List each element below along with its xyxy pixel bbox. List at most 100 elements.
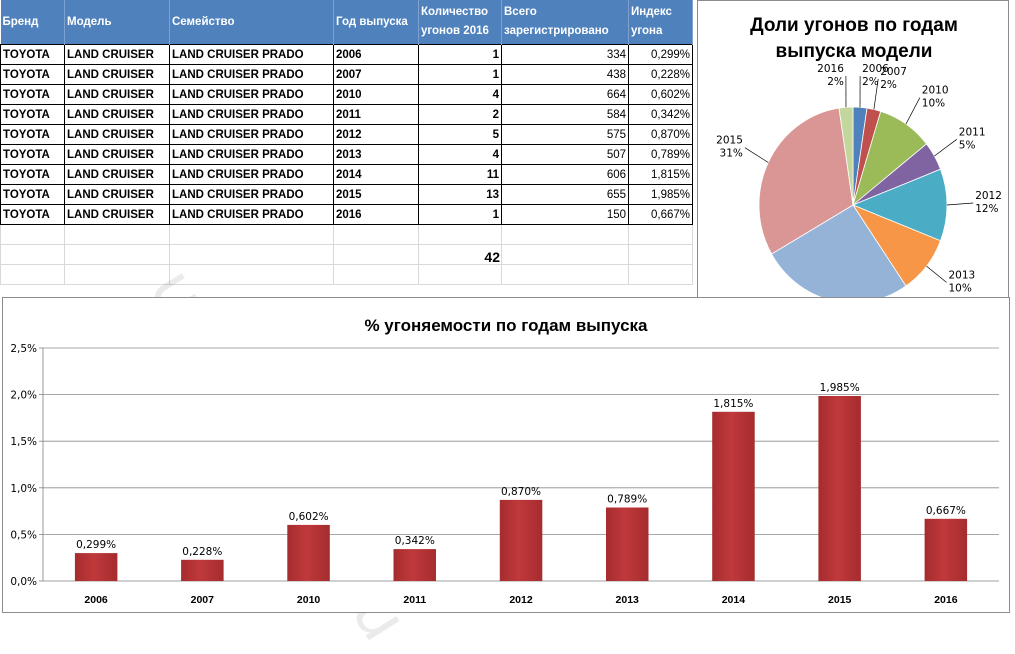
bar-2012[interactable] — [500, 500, 543, 581]
table-cell[interactable]: TOYOTA — [1, 205, 65, 225]
table-cell[interactable]: 2013 — [334, 145, 419, 165]
header-index[interactable]: Индекс угона — [629, 0, 693, 45]
table-cell[interactable]: LAND CRUISER PRADO — [170, 65, 334, 85]
table-cell[interactable]: LAND CRUISER PRADO — [170, 125, 334, 145]
table-cell[interactable]: LAND CRUISER PRADO — [170, 85, 334, 105]
header-thefts[interactable]: Количество угонов 2016 — [419, 0, 502, 45]
empty-cell[interactable] — [419, 225, 502, 245]
table-cell[interactable]: LAND CRUISER PRADO — [170, 105, 334, 125]
table-cell[interactable]: TOYOTA — [1, 125, 65, 145]
table-cell[interactable]: 2011 — [334, 105, 419, 125]
table-cell[interactable]: 0,602% — [629, 85, 693, 105]
bar-2011[interactable] — [394, 549, 437, 581]
table-cell[interactable]: LAND CRUISER — [65, 105, 170, 125]
table-cell[interactable]: 0,667% — [629, 205, 693, 225]
empty-cell[interactable] — [170, 265, 334, 285]
empty-cell[interactable] — [1, 265, 65, 285]
empty-cell[interactable] — [334, 245, 419, 265]
table-cell[interactable]: LAND CRUISER — [65, 165, 170, 185]
table-cell[interactable]: 1 — [419, 45, 502, 65]
table-cell[interactable]: TOYOTA — [1, 85, 65, 105]
table-cell[interactable]: 0,342% — [629, 105, 693, 125]
bar-2007[interactable] — [181, 560, 224, 581]
empty-cell[interactable] — [334, 265, 419, 285]
table-cell[interactable]: 507 — [502, 145, 629, 165]
empty-cell[interactable] — [419, 265, 502, 285]
bar-2010[interactable] — [287, 525, 330, 581]
header-registered[interactable]: Всего зарегистрировано — [502, 0, 629, 45]
table-cell[interactable]: 438 — [502, 65, 629, 85]
bar-2014[interactable] — [712, 412, 755, 581]
table-cell[interactable]: 2 — [419, 105, 502, 125]
table-cell[interactable]: LAND CRUISER PRADO — [170, 185, 334, 205]
table-cell[interactable]: 150 — [502, 205, 629, 225]
table-cell[interactable]: 0,870% — [629, 125, 693, 145]
header-model[interactable]: Модель — [65, 0, 170, 45]
table-cell[interactable]: 1,815% — [629, 165, 693, 185]
table-cell[interactable]: 606 — [502, 165, 629, 185]
table-cell[interactable]: 1 — [419, 205, 502, 225]
table-cell[interactable]: 5 — [419, 125, 502, 145]
bar-2006[interactable] — [75, 553, 118, 581]
table-cell[interactable]: TOYOTA — [1, 185, 65, 205]
bar-2016[interactable] — [925, 519, 968, 581]
table-cell[interactable]: 0,228% — [629, 65, 693, 85]
table-cell[interactable]: LAND CRUISER PRADO — [170, 45, 334, 65]
table-cell[interactable]: LAND CRUISER PRADO — [170, 145, 334, 165]
header-family[interactable]: Семейство — [170, 0, 334, 45]
bar-2015[interactable] — [818, 396, 861, 581]
empty-cell[interactable] — [502, 225, 629, 245]
table-cell[interactable]: TOYOTA — [1, 65, 65, 85]
table-cell[interactable]: LAND CRUISER — [65, 45, 170, 65]
table-cell[interactable]: 1,985% — [629, 185, 693, 205]
table-cell[interactable]: 2015 — [334, 185, 419, 205]
table-cell[interactable]: 1 — [419, 65, 502, 85]
empty-cell[interactable] — [65, 265, 170, 285]
table-cell[interactable]: 13 — [419, 185, 502, 205]
empty-cell[interactable] — [170, 245, 334, 265]
empty-cell[interactable] — [65, 225, 170, 245]
table-cell[interactable]: 2006 — [334, 45, 419, 65]
table-cell[interactable]: 2012 — [334, 125, 419, 145]
table-cell[interactable]: 655 — [502, 185, 629, 205]
table-cell[interactable]: 664 — [502, 85, 629, 105]
table-cell[interactable]: 575 — [502, 125, 629, 145]
empty-cell[interactable] — [502, 245, 629, 265]
table-cell[interactable]: 4 — [419, 145, 502, 165]
table-cell[interactable]: 0,299% — [629, 45, 693, 65]
empty-cell[interactable] — [334, 225, 419, 245]
table-cell[interactable]: LAND CRUISER PRADO — [170, 165, 334, 185]
header-brand[interactable]: Бренд — [1, 0, 65, 45]
table-cell[interactable]: TOYOTA — [1, 145, 65, 165]
empty-cell[interactable] — [629, 245, 693, 265]
empty-cell[interactable] — [170, 225, 334, 245]
table-cell[interactable]: LAND CRUISER — [65, 125, 170, 145]
table-cell[interactable]: LAND CRUISER PRADO — [170, 205, 334, 225]
table-cell[interactable]: TOYOTA — [1, 45, 65, 65]
table-cell[interactable]: 2016 — [334, 205, 419, 225]
table-cell[interactable]: LAND CRUISER — [65, 85, 170, 105]
header-year[interactable]: Год выпуска — [334, 0, 419, 45]
table-cell[interactable]: LAND CRUISER — [65, 145, 170, 165]
empty-cell[interactable] — [65, 245, 170, 265]
table-cell[interactable]: 334 — [502, 45, 629, 65]
table-cell[interactable]: 4 — [419, 85, 502, 105]
empty-cell[interactable] — [502, 265, 629, 285]
empty-cell[interactable] — [629, 265, 693, 285]
table-cell[interactable]: TOYOTA — [1, 165, 65, 185]
bar-2013[interactable] — [606, 508, 649, 582]
table-cell[interactable]: 2007 — [334, 65, 419, 85]
empty-cell[interactable] — [1, 245, 65, 265]
empty-cell[interactable] — [1, 225, 65, 245]
table-cell[interactable]: 11 — [419, 165, 502, 185]
table-cell[interactable]: 0,789% — [629, 145, 693, 165]
table-cell[interactable]: LAND CRUISER — [65, 185, 170, 205]
table-cell[interactable]: LAND CRUISER — [65, 65, 170, 85]
table-cell[interactable]: LAND CRUISER — [65, 205, 170, 225]
table-cell[interactable]: TOYOTA — [1, 105, 65, 125]
table-cell[interactable]: 2014 — [334, 165, 419, 185]
table-cell[interactable]: 2010 — [334, 85, 419, 105]
total-thefts[interactable]: 42 — [420, 249, 500, 265]
